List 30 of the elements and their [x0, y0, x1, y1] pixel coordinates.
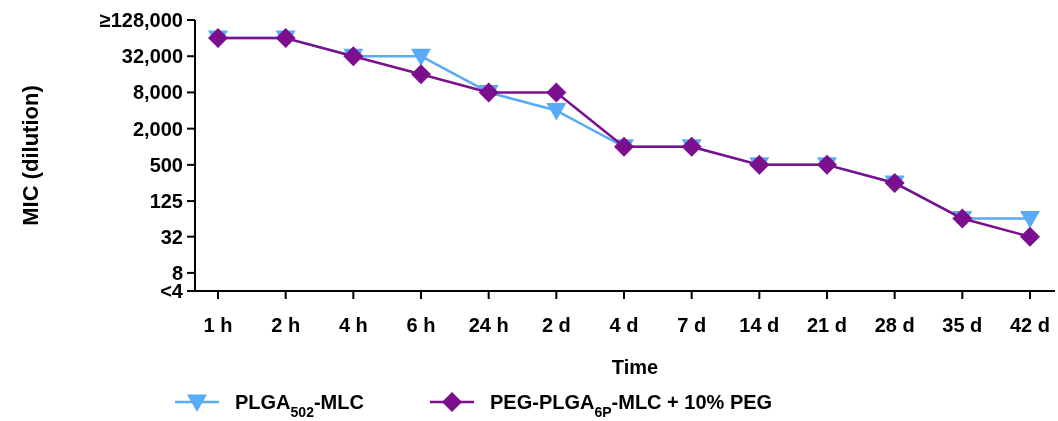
x-tick-label: 7 d: [677, 314, 707, 336]
x-tick-label: 2 h: [271, 314, 301, 336]
y-axis-title: MIC (dilution): [18, 85, 43, 226]
x-tick-label: 28 d: [874, 314, 915, 336]
point: [1020, 226, 1040, 247]
x-tick-label: 24 h: [468, 314, 509, 336]
x-tick-label: 35 d: [942, 314, 983, 336]
point: [411, 64, 431, 85]
y-tick-label: ≥128,000: [99, 9, 183, 31]
y-tick-label: 2,000: [132, 117, 183, 140]
point: [546, 82, 567, 103]
x-tick-label: 42 d: [1009, 314, 1051, 336]
x-tick-label: 4 d: [609, 314, 639, 336]
x-tick-label: 14 d: [739, 314, 780, 336]
x-tick-label: 21 d: [806, 314, 848, 336]
point: [1020, 211, 1040, 229]
x-tick-label: 2 d: [541, 314, 571, 336]
x-tick-label: 4 h: [338, 314, 368, 336]
y-tick-label: 125: [149, 190, 183, 213]
x-tick-label: 1 h: [203, 314, 233, 336]
x-axis-title: Time: [611, 356, 659, 378]
y-tick-label: 32,000: [121, 45, 183, 68]
y-tick-label: 8,000: [132, 81, 183, 104]
point: [411, 48, 431, 67]
point: [546, 103, 567, 121]
legend-label: PLGA$_{502}$-MLC: [235, 391, 364, 420]
x-tick-label: 6 h: [406, 314, 436, 336]
legend-label: PEG-PLGA$_{6P}$-MLC + 10% PEG: [490, 391, 773, 420]
y-tick-label: 500: [149, 153, 183, 176]
y-tick-label: 32: [160, 225, 183, 248]
